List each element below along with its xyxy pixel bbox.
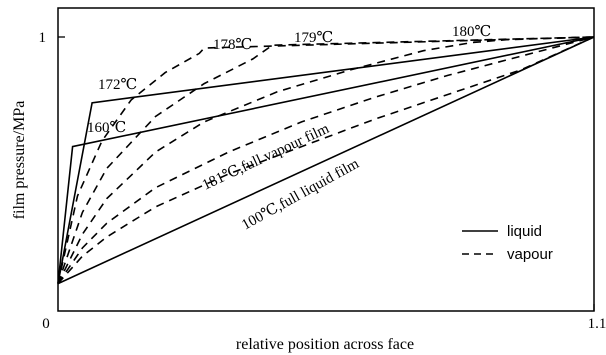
legend-label-liquid: liquid (507, 223, 542, 240)
legend-label-vapour: vapour (507, 246, 553, 263)
series-line-vapour-7 (57, 36, 595, 285)
series-line-liquid-2 (57, 36, 595, 284)
series-line-vapour-3 (57, 36, 595, 284)
series-line-liquid-0 (57, 36, 595, 285)
y-axis-title: film pressure/MPa (11, 101, 28, 220)
series-line-vapour-4 (57, 36, 595, 284)
x-axis-title: relative position across face (236, 336, 414, 353)
series-line-vapour-5 (57, 36, 595, 284)
label-172c: 172℃ (98, 77, 137, 93)
legend: liquid vapour (462, 223, 553, 263)
y-tick-label: 1 (39, 30, 47, 46)
plot-frame (57, 7, 595, 312)
label-160c: 160℃ (87, 120, 126, 136)
label-178c: 178℃ (213, 37, 252, 53)
label-180c: 180℃ (452, 24, 491, 40)
series-layer (57, 36, 595, 285)
series-line-liquid-1 (57, 36, 595, 284)
x-tick-label-start: 0 (42, 316, 50, 332)
x-tick-label-end: 1.1 (588, 316, 606, 332)
series-line-vapour-6 (57, 36, 595, 285)
label-179c: 179℃ (294, 30, 333, 46)
